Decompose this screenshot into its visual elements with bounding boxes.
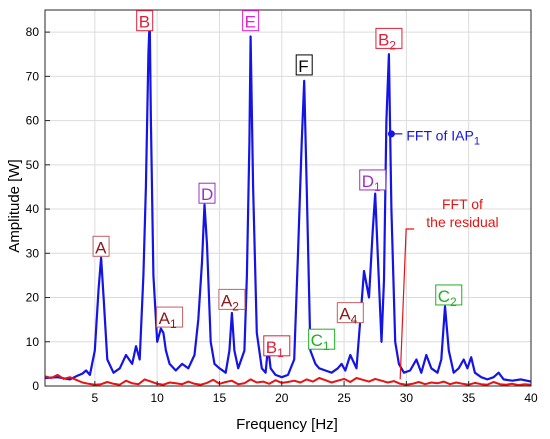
x-tick-label: 25 (337, 391, 351, 405)
series-lines (44, 17, 532, 387)
legend-text: FFT of IAP1 (406, 127, 480, 147)
peak-label: C2 (435, 284, 463, 309)
y-tick-label: 50 (26, 158, 40, 172)
peak-label: A1 (156, 306, 184, 331)
peak-label-box (359, 169, 387, 191)
peak-label-box (156, 306, 184, 328)
y-tick-label: 10 (26, 335, 40, 349)
y-tick-label: 0 (32, 379, 39, 393)
peak-label: A4 (336, 302, 364, 327)
x-tick-label: 15 (213, 391, 227, 405)
peak-label: B1 (263, 335, 291, 360)
axes-frame (44, 9, 532, 387)
series-fft-iap1 (44, 17, 532, 383)
peak-label: A2 (218, 288, 246, 313)
peak-label-text: F (298, 57, 308, 76)
x-tick-label: 30 (400, 391, 414, 405)
peak-label: D (198, 182, 216, 204)
x-tick-label: 5 (92, 391, 99, 405)
y-tick-label: 60 (26, 114, 40, 128)
y-tick-label: 20 (26, 291, 40, 305)
x-tick-label: 40 (524, 391, 538, 405)
x-axis-label: Frequency [Hz] (236, 416, 338, 433)
x-tick-label: 35 (462, 391, 476, 405)
legend-text: the residual (426, 214, 498, 230)
peak-label-text: A (95, 238, 107, 257)
legend-text: FFT of (442, 196, 483, 212)
peak-label: B (136, 10, 154, 32)
peak-label-box (136, 10, 154, 32)
peak-label-box (336, 302, 364, 324)
peak-label-text: E (245, 13, 256, 32)
y-axis-label: Amplitude [W] (6, 159, 23, 252)
peak-label-box (242, 10, 260, 32)
peak-label: D1 (359, 169, 387, 194)
x-tick-label: 10 (150, 391, 164, 405)
peak-label-text: D (201, 185, 213, 204)
peak-label: F (295, 54, 313, 76)
peak-label-box (218, 288, 246, 310)
legend-fft-iap1: FFT of IAP1 (387, 127, 480, 147)
peak-label-box (435, 284, 463, 306)
peak-label-text: B (139, 13, 150, 32)
legend: FFT of IAP1 FFT of the residual (387, 127, 499, 380)
grid-lines (45, 10, 531, 386)
y-tick-label: 80 (26, 25, 40, 39)
peak-label-box (198, 182, 216, 204)
axes: 5 10 15 20 25 30 35 40 0 10 20 30 40 50 60 70 80 (26, 9, 538, 405)
y-tick-label: 30 (26, 246, 40, 260)
peak-label: B2 (375, 27, 403, 52)
peak-label: A (92, 235, 110, 257)
peak-label-box (263, 335, 291, 357)
x-tick-label: 20 (275, 391, 289, 405)
peak-label-box (295, 54, 313, 76)
legend-fft-residual: FFT of the residual (399, 196, 499, 380)
series-fft-residual (44, 373, 532, 387)
peak-label-box (92, 235, 110, 257)
y-tick-label: 70 (26, 69, 40, 83)
legend-leader (399, 228, 415, 380)
plot-area (45, 10, 531, 386)
y-tick-label: 40 (26, 202, 40, 216)
peak-label: C1 (308, 328, 336, 353)
peak-label: E (242, 10, 260, 32)
peak-label-box (308, 328, 336, 350)
peak-label-box (375, 27, 403, 49)
